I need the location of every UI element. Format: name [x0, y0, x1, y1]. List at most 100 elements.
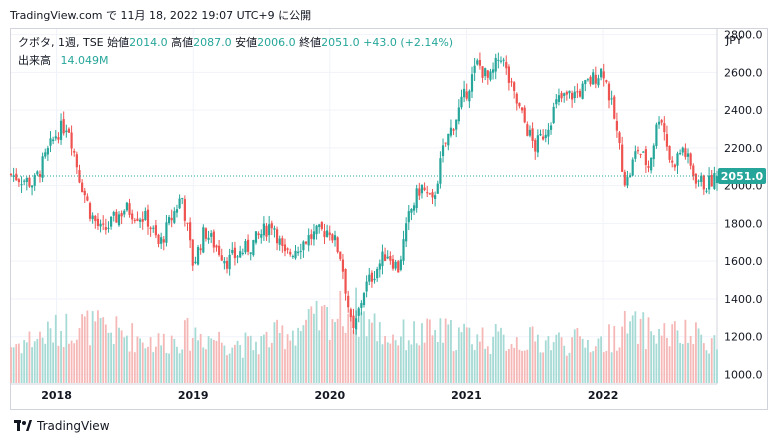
volume-bar	[228, 353, 231, 383]
candle-body	[697, 180, 700, 182]
volume-bar	[468, 327, 471, 383]
chart-header: TradingView.com で 11月 18, 2022 19:07 UTC…	[10, 7, 311, 23]
candle-body	[246, 239, 250, 252]
volume-bar	[515, 337, 518, 383]
candle-body	[518, 102, 521, 107]
volume-bar	[621, 326, 624, 383]
volume-bar	[618, 347, 621, 383]
candle-body	[268, 224, 271, 236]
candle-body	[402, 239, 405, 261]
candle-body	[536, 135, 539, 153]
volume-bar	[302, 325, 305, 383]
candle-body	[431, 192, 434, 198]
candle-body	[478, 60, 482, 66]
volume-bar	[244, 332, 247, 383]
volume-bar	[220, 342, 223, 383]
volume-bar	[700, 334, 703, 383]
candle-body	[349, 309, 352, 318]
volume-bar	[223, 345, 226, 383]
volume-bar	[579, 336, 581, 383]
candle-body	[57, 137, 60, 140]
candle-body	[96, 218, 100, 226]
candle-body	[273, 228, 276, 230]
candle-body	[30, 185, 34, 188]
volume-bar	[265, 331, 268, 383]
candle-body	[707, 175, 711, 190]
candle-body	[592, 72, 595, 85]
candle-body	[547, 129, 550, 137]
candle-body	[52, 139, 55, 142]
candle-body	[634, 151, 637, 159]
candle-body	[639, 153, 642, 155]
candle-body	[357, 308, 360, 316]
volume-bar	[186, 318, 189, 383]
candle-body	[189, 222, 192, 241]
volume-bar	[170, 335, 173, 383]
change-value: +43.0 (+2.14%)	[363, 36, 454, 49]
candle-body	[178, 198, 181, 209]
volume-bar	[587, 339, 589, 383]
candle-body	[460, 96, 463, 108]
candle-body	[626, 177, 629, 186]
candle-body	[162, 239, 165, 243]
volume-bar	[289, 340, 292, 383]
volume-bar	[286, 334, 289, 383]
candle-body	[260, 234, 263, 238]
volume-bar	[510, 343, 513, 383]
candle-body	[597, 78, 600, 86]
candle-body	[715, 176, 719, 184]
candle-body	[67, 128, 71, 133]
volume-bar	[334, 322, 336, 383]
volume-bar	[315, 300, 318, 383]
volume-bar	[608, 324, 610, 383]
volume-bar	[128, 351, 131, 383]
candle-body	[576, 91, 579, 93]
candle-body	[275, 229, 279, 244]
footer[interactable]: TradingView	[14, 419, 110, 433]
candle-body	[476, 60, 479, 65]
volume-bar	[613, 325, 616, 383]
volume-bar	[276, 319, 278, 383]
volume-bar	[679, 342, 682, 383]
close-value: 2051.0	[321, 36, 360, 49]
candle-body	[650, 157, 653, 171]
candle-body	[457, 107, 460, 122]
candle-body	[428, 193, 431, 195]
candle-body	[281, 238, 284, 246]
low-value: 2006.0	[257, 36, 296, 49]
candle-body	[28, 177, 31, 187]
candle-body	[436, 183, 439, 194]
candle-body	[104, 227, 107, 230]
volume-bar	[49, 328, 52, 383]
volume-bar	[716, 349, 718, 383]
volume-bar	[684, 319, 687, 383]
candle-body	[668, 146, 671, 160]
candle-body	[573, 91, 576, 99]
candle-body	[194, 261, 197, 264]
candle-body	[505, 61, 508, 69]
volume-bar	[500, 327, 502, 383]
volume-bar	[118, 327, 120, 383]
candle-body	[665, 134, 669, 147]
candle-body	[376, 268, 379, 279]
y-tick-2600: 2600.0	[724, 66, 763, 79]
volume-bar	[328, 340, 331, 383]
candle-body	[594, 74, 597, 84]
volume-bar	[226, 355, 228, 383]
volume-bar	[218, 331, 221, 383]
volume-bar	[497, 331, 500, 383]
candle-body	[515, 93, 518, 104]
volume-bar	[33, 341, 36, 383]
volume-bar	[191, 337, 194, 383]
candle-body	[33, 175, 36, 186]
candle-body	[181, 197, 184, 199]
volume-bar	[452, 351, 455, 383]
candle-body	[344, 269, 347, 294]
candle-body	[36, 171, 39, 175]
volume-bar	[647, 317, 650, 383]
volume-bar	[402, 319, 405, 383]
volume-bar	[357, 336, 360, 383]
candle-body	[383, 254, 387, 261]
candle-body	[418, 188, 421, 196]
